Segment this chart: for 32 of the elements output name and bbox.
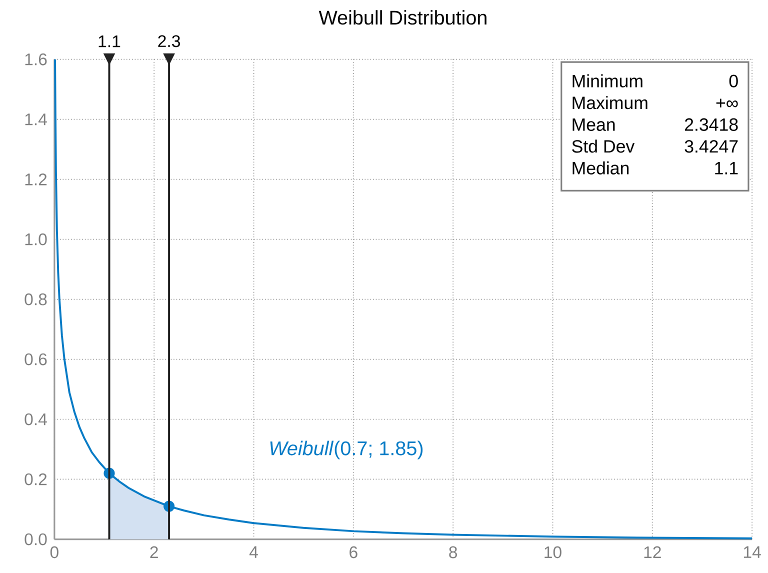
line-series bbox=[54, 58, 754, 540]
chart-title: Weibull Distribution bbox=[318, 10, 486, 25]
x-tick-label: 10 bbox=[544, 546, 562, 558]
x-tick-label: 8 bbox=[449, 546, 458, 558]
x-tick-label: 12 bbox=[644, 546, 661, 558]
y-tick-label: 0.8 bbox=[24, 293, 47, 306]
text: Weibull(0.7; 1.85) bbox=[270, 440, 423, 460]
annotation: 2.3418 bbox=[684, 118, 738, 131]
annotation: Mean bbox=[572, 118, 615, 131]
y-tick-label: 1.6 bbox=[25, 53, 47, 66]
x-tick-label: 14 bbox=[744, 546, 761, 558]
annotation: 3.4247 bbox=[684, 140, 738, 153]
x-tick-label: 0 bbox=[50, 546, 58, 558]
y-tick-label: 1.0 bbox=[25, 233, 47, 246]
x-tick-label: 2 bbox=[150, 546, 158, 558]
y-tick-label: 0.4 bbox=[24, 413, 47, 426]
ref-line-label: 2.3 bbox=[158, 35, 180, 48]
x-tick-label: 4 bbox=[249, 546, 258, 558]
annotation: Minimum bbox=[572, 74, 642, 88]
y-tick-label: 0.6 bbox=[24, 353, 47, 366]
x-tick-label: 6 bbox=[350, 546, 358, 558]
y-tick-label: 0.2 bbox=[24, 473, 47, 486]
y-tick-label: 0.0 bbox=[24, 533, 47, 546]
annotation: +∞ bbox=[716, 98, 738, 108]
annotation: 0 bbox=[729, 74, 738, 88]
annotation: Std Dev bbox=[572, 140, 635, 153]
annotation: 1.1 bbox=[715, 162, 738, 174]
y-tick-label: 1.2 bbox=[25, 174, 47, 186]
y-tick-label: 1.4 bbox=[25, 114, 47, 126]
ref-line-label: 1.1 bbox=[98, 36, 120, 48]
annotation: Maximum bbox=[572, 96, 648, 110]
annotation: Median bbox=[572, 161, 629, 175]
